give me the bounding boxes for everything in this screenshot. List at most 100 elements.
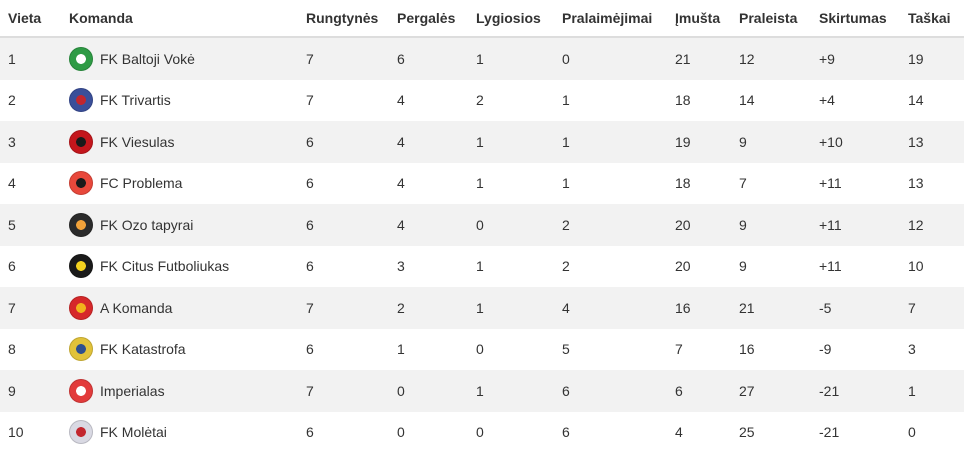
place-cell: 2 <box>0 80 69 122</box>
table-row: 8 FK Katastrofa 6 1 0 5 7 16 -9 3 <box>0 329 964 371</box>
lost-cell: 0 <box>562 37 675 80</box>
team-name-link[interactable]: FK Trivartis <box>100 92 171 108</box>
table-row: 10 FK Molėtai 6 0 0 6 4 25 -21 0 <box>0 412 964 453</box>
citus-futboliukas-crest-icon <box>69 254 93 278</box>
team-name-link[interactable]: FC Problema <box>100 175 182 191</box>
points-cell: 1 <box>908 370 964 412</box>
team-name-link[interactable]: FK Citus Futboliukas <box>100 258 229 274</box>
column-header-place[interactable]: Vieta <box>0 0 69 37</box>
place-cell: 9 <box>0 370 69 412</box>
moletai-crest-icon <box>69 420 93 444</box>
difference-cell: -21 <box>819 412 908 453</box>
points-cell: 0 <box>908 412 964 453</box>
won-cell: 3 <box>397 246 476 288</box>
drawn-cell: 1 <box>476 287 562 329</box>
place-cell: 10 <box>0 412 69 453</box>
lost-cell: 2 <box>562 204 675 246</box>
team-name-link[interactable]: Imperialas <box>100 383 165 399</box>
scored-cell: 6 <box>675 370 739 412</box>
played-cell: 7 <box>306 287 397 329</box>
played-cell: 6 <box>306 246 397 288</box>
conceded-cell: 12 <box>739 37 819 80</box>
difference-cell: +9 <box>819 37 908 80</box>
column-header-conceded[interactable]: Praleista <box>739 0 819 37</box>
conceded-cell: 9 <box>739 204 819 246</box>
conceded-cell: 27 <box>739 370 819 412</box>
lost-cell: 1 <box>562 163 675 205</box>
team-cell: Imperialas <box>69 370 306 412</box>
points-cell: 3 <box>908 329 964 371</box>
place-cell: 7 <box>0 287 69 329</box>
column-header-difference[interactable]: Skirtumas <box>819 0 908 37</box>
column-header-won[interactable]: Pergalės <box>397 0 476 37</box>
column-header-team[interactable]: Komanda <box>69 0 306 37</box>
points-cell: 7 <box>908 287 964 329</box>
table-row: 7 A Komanda 7 2 1 4 16 21 -5 7 <box>0 287 964 329</box>
table-row: 4 FC Problema 6 4 1 1 18 7 +11 13 <box>0 163 964 205</box>
team-cell: FC Problema <box>69 163 306 205</box>
difference-cell: +11 <box>819 204 908 246</box>
team-name-link[interactable]: FK Viesulas <box>100 134 174 150</box>
scored-cell: 4 <box>675 412 739 453</box>
table-header-row: Vieta Komanda Rungtynės Pergalės Lygiosi… <box>0 0 964 37</box>
column-header-scored[interactable]: Įmušta <box>675 0 739 37</box>
lost-cell: 1 <box>562 80 675 122</box>
team-cell: FK Molėtai <box>69 412 306 453</box>
team-name-link[interactable]: FK Molėtai <box>100 424 167 440</box>
problema-crest-icon <box>69 171 93 195</box>
scored-cell: 16 <box>675 287 739 329</box>
lost-cell: 6 <box>562 412 675 453</box>
played-cell: 7 <box>306 370 397 412</box>
team-name-link[interactable]: FK Baltoji Vokė <box>100 51 195 67</box>
team-cell: A Komanda <box>69 287 306 329</box>
points-cell: 19 <box>908 37 964 80</box>
column-header-drawn[interactable]: Lygiosios <box>476 0 562 37</box>
team-name-link[interactable]: A Komanda <box>100 300 172 316</box>
drawn-cell: 1 <box>476 163 562 205</box>
column-header-points[interactable]: Taškai <box>908 0 964 37</box>
points-cell: 12 <box>908 204 964 246</box>
played-cell: 7 <box>306 80 397 122</box>
scored-cell: 18 <box>675 163 739 205</box>
drawn-cell: 0 <box>476 412 562 453</box>
column-header-lost[interactable]: Pralaimėjimai <box>562 0 675 37</box>
difference-cell: -9 <box>819 329 908 371</box>
imperialas-crest-icon <box>69 379 93 403</box>
viesulas-crest-icon <box>69 130 93 154</box>
difference-cell: -21 <box>819 370 908 412</box>
place-cell: 3 <box>0 121 69 163</box>
team-name-link[interactable]: FK Katastrofa <box>100 341 186 357</box>
table-row: 3 FK Viesulas 6 4 1 1 19 9 +10 13 <box>0 121 964 163</box>
scored-cell: 7 <box>675 329 739 371</box>
drawn-cell: 0 <box>476 204 562 246</box>
scored-cell: 20 <box>675 246 739 288</box>
won-cell: 4 <box>397 80 476 122</box>
column-header-played[interactable]: Rungtynės <box>306 0 397 37</box>
ozo-tapyrai-crest-icon <box>69 213 93 237</box>
katastrofa-crest-icon <box>69 337 93 361</box>
drawn-cell: 0 <box>476 329 562 371</box>
difference-cell: +4 <box>819 80 908 122</box>
place-cell: 8 <box>0 329 69 371</box>
won-cell: 0 <box>397 412 476 453</box>
drawn-cell: 1 <box>476 246 562 288</box>
difference-cell: -5 <box>819 287 908 329</box>
points-cell: 13 <box>908 163 964 205</box>
points-cell: 13 <box>908 121 964 163</box>
team-cell: FK Katastrofa <box>69 329 306 371</box>
drawn-cell: 1 <box>476 37 562 80</box>
drawn-cell: 2 <box>476 80 562 122</box>
table-row: 5 FK Ozo tapyrai 6 4 0 2 20 9 +11 12 <box>0 204 964 246</box>
a-komanda-crest-icon <box>69 296 93 320</box>
team-cell: FK Baltoji Vokė <box>69 37 306 80</box>
conceded-cell: 14 <box>739 80 819 122</box>
lost-cell: 6 <box>562 370 675 412</box>
played-cell: 6 <box>306 329 397 371</box>
team-name-link[interactable]: FK Ozo tapyrai <box>100 217 193 233</box>
points-cell: 14 <box>908 80 964 122</box>
won-cell: 0 <box>397 370 476 412</box>
difference-cell: +10 <box>819 121 908 163</box>
won-cell: 4 <box>397 163 476 205</box>
played-cell: 6 <box>306 121 397 163</box>
